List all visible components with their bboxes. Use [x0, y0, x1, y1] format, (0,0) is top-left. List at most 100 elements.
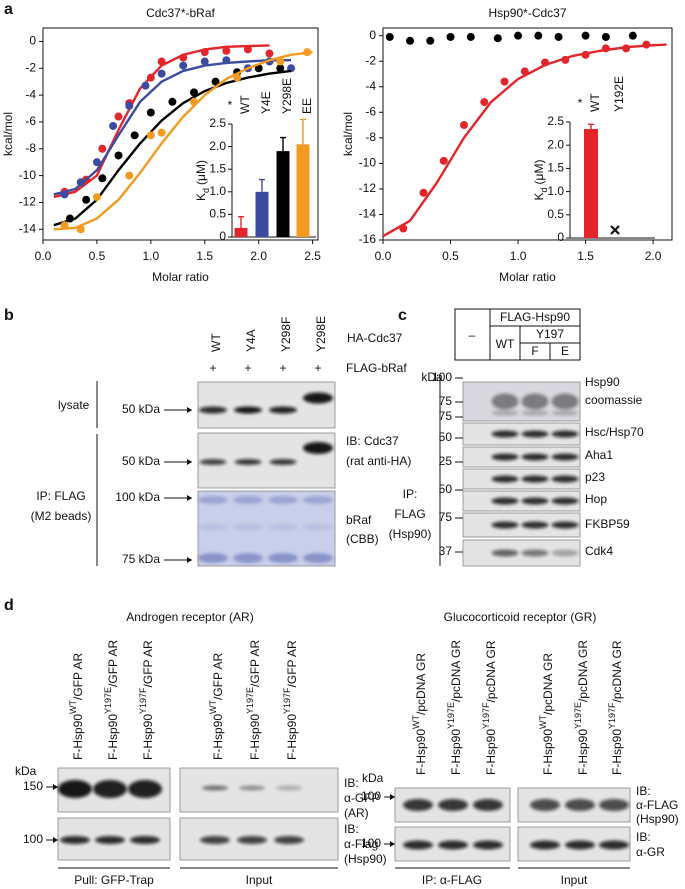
inset-y-label-main: K [194, 193, 208, 201]
data-point [76, 225, 85, 234]
lane-label-construct: F-Hsp90 [610, 729, 624, 775]
ib-label: IB: Cdc37 [346, 434, 399, 448]
ib-label: IB: [636, 830, 651, 844]
data-point [125, 171, 134, 180]
ib-label: Cdk4 [585, 544, 613, 558]
band [58, 780, 92, 798]
ib-label: (rat anti-HA) [346, 454, 411, 468]
band [491, 475, 519, 483]
band [60, 836, 90, 844]
mw-marker: 100 [432, 370, 452, 384]
band [199, 406, 227, 414]
error-bar [238, 215, 244, 228]
data-point [466, 32, 475, 41]
inset-y-label-sub: d [539, 187, 549, 192]
data-point [157, 128, 166, 137]
band [239, 785, 265, 791]
data-point [109, 121, 118, 130]
lane-label-receptor: /pcDNA GR [576, 640, 590, 702]
inset-y-tick-label: 0 [557, 230, 564, 244]
data-point [65, 214, 74, 223]
lane-label: F-Hsp90Y197F/GFP AR [138, 640, 155, 760]
band [234, 459, 262, 465]
y-tick-label: -10 [359, 156, 377, 170]
mw-marker: 25 [439, 454, 453, 468]
data-point [141, 81, 150, 90]
ib-label: (CBB) [346, 532, 379, 546]
x-tick-label: 0.0 [35, 249, 52, 263]
kda-label: kDa [421, 370, 443, 384]
y-tick-label: 0 [29, 34, 36, 48]
fraction-label: (M2 beads) [31, 509, 92, 523]
band [551, 497, 579, 505]
fraction-label: lysate [58, 398, 90, 412]
bar [584, 128, 598, 238]
data-point [303, 48, 312, 57]
x-tick-label: 2.0 [250, 249, 267, 263]
error-bar [300, 118, 306, 145]
inset-y-tick-label: 0.5 [547, 207, 564, 221]
fraction-label: FLAG [394, 507, 425, 521]
y-tick-label: -12 [359, 181, 377, 195]
x-tick-label: 0.0 [375, 249, 392, 263]
band [551, 521, 579, 529]
band [521, 497, 549, 505]
inset-category-label: EE [300, 98, 314, 114]
data-point [60, 221, 69, 230]
arrow-head [53, 784, 58, 790]
data-point [500, 77, 509, 86]
lane-label: WT [209, 333, 223, 352]
lane-label-variant: WT [68, 699, 78, 713]
inset-category-label: Y192E [612, 76, 626, 112]
bar [276, 151, 290, 237]
data-point [419, 188, 428, 197]
header-cell: – [469, 328, 476, 342]
inset-y-tick-label: 2.5 [209, 116, 226, 130]
band [269, 459, 297, 465]
kda-label: kDa [15, 764, 37, 778]
chart-title: Cdc37*-bRaf [146, 6, 215, 20]
data-point [82, 195, 91, 204]
y-tick-label: -4 [25, 87, 36, 101]
ib-label: Aha1 [585, 448, 613, 462]
data-point [179, 61, 188, 70]
ib-label: Hsc/Hsp70 [585, 425, 644, 439]
plot-frame [382, 27, 673, 241]
y-tick-label: -6 [25, 114, 36, 128]
row-label: FLAG-bRaf [346, 361, 407, 375]
lane-label-receptor: /pcDNA GR [449, 640, 463, 702]
data-point [601, 44, 610, 53]
lane-label-variant: Y197E [446, 702, 456, 729]
inset-y-tick-label: 2.0 [547, 137, 564, 151]
inset-y-label-unit: (μM) [532, 160, 546, 185]
plus-mark: + [209, 361, 216, 375]
arrow-head [390, 841, 395, 847]
fraction-label: IP: [403, 487, 418, 501]
inset-y-tick-label: 1.5 [209, 161, 226, 175]
lane-label-variant: Y197F [607, 702, 617, 729]
data-point [541, 58, 550, 67]
lane-label-receptor: /GFP AR [248, 639, 262, 686]
band [530, 840, 560, 850]
band [491, 393, 519, 410]
band [303, 496, 333, 504]
data-point [581, 31, 590, 40]
inset-y-label: Kd (μM) [194, 160, 211, 201]
inset-y-label-main: K [532, 192, 546, 200]
panel-letter: c [398, 307, 407, 324]
lane-label: F-Hsp90WT/GFP AR [208, 653, 225, 760]
ib-label: FKBP59 [585, 517, 630, 531]
data-point [385, 32, 394, 41]
data-point [460, 121, 469, 130]
fit-curve [53, 69, 292, 227]
data-point [399, 224, 408, 233]
lane-label-receptor: /GFP AR [106, 639, 120, 686]
band [234, 406, 262, 414]
data-point [480, 98, 489, 107]
panel-letter: a [4, 1, 13, 18]
ib-label: (Hsp90) [344, 852, 387, 866]
lane-label: Y298E [314, 316, 328, 352]
fit-curve [53, 51, 313, 231]
data-point [114, 112, 123, 121]
